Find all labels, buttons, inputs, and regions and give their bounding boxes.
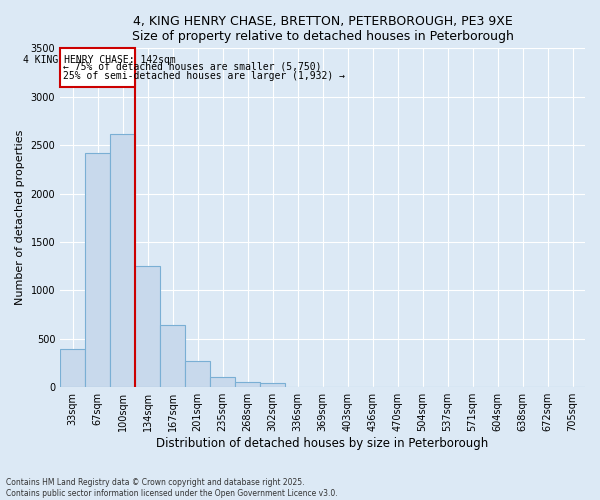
Text: ← 75% of detached houses are smaller (5,750): ← 75% of detached houses are smaller (5,… xyxy=(62,62,321,72)
Text: 25% of semi-detached houses are larger (1,932) →: 25% of semi-detached houses are larger (… xyxy=(62,70,344,81)
Title: 4, KING HENRY CHASE, BRETTON, PETERBOROUGH, PE3 9XE
Size of property relative to: 4, KING HENRY CHASE, BRETTON, PETERBOROU… xyxy=(131,15,514,43)
Y-axis label: Number of detached properties: Number of detached properties xyxy=(15,130,25,306)
Bar xyxy=(135,266,160,387)
Text: Contains HM Land Registry data © Crown copyright and database right 2025.
Contai: Contains HM Land Registry data © Crown c… xyxy=(6,478,338,498)
Bar xyxy=(210,376,235,387)
X-axis label: Distribution of detached houses by size in Peterborough: Distribution of detached houses by size … xyxy=(157,437,489,450)
Bar xyxy=(235,382,260,387)
Bar xyxy=(60,350,85,387)
Bar xyxy=(160,325,185,387)
Bar xyxy=(85,153,110,387)
Bar xyxy=(260,384,285,387)
Bar xyxy=(110,134,135,387)
FancyBboxPatch shape xyxy=(60,48,135,87)
Bar xyxy=(185,361,210,387)
Text: 4 KING HENRY CHASE: 142sqm: 4 KING HENRY CHASE: 142sqm xyxy=(23,55,175,65)
